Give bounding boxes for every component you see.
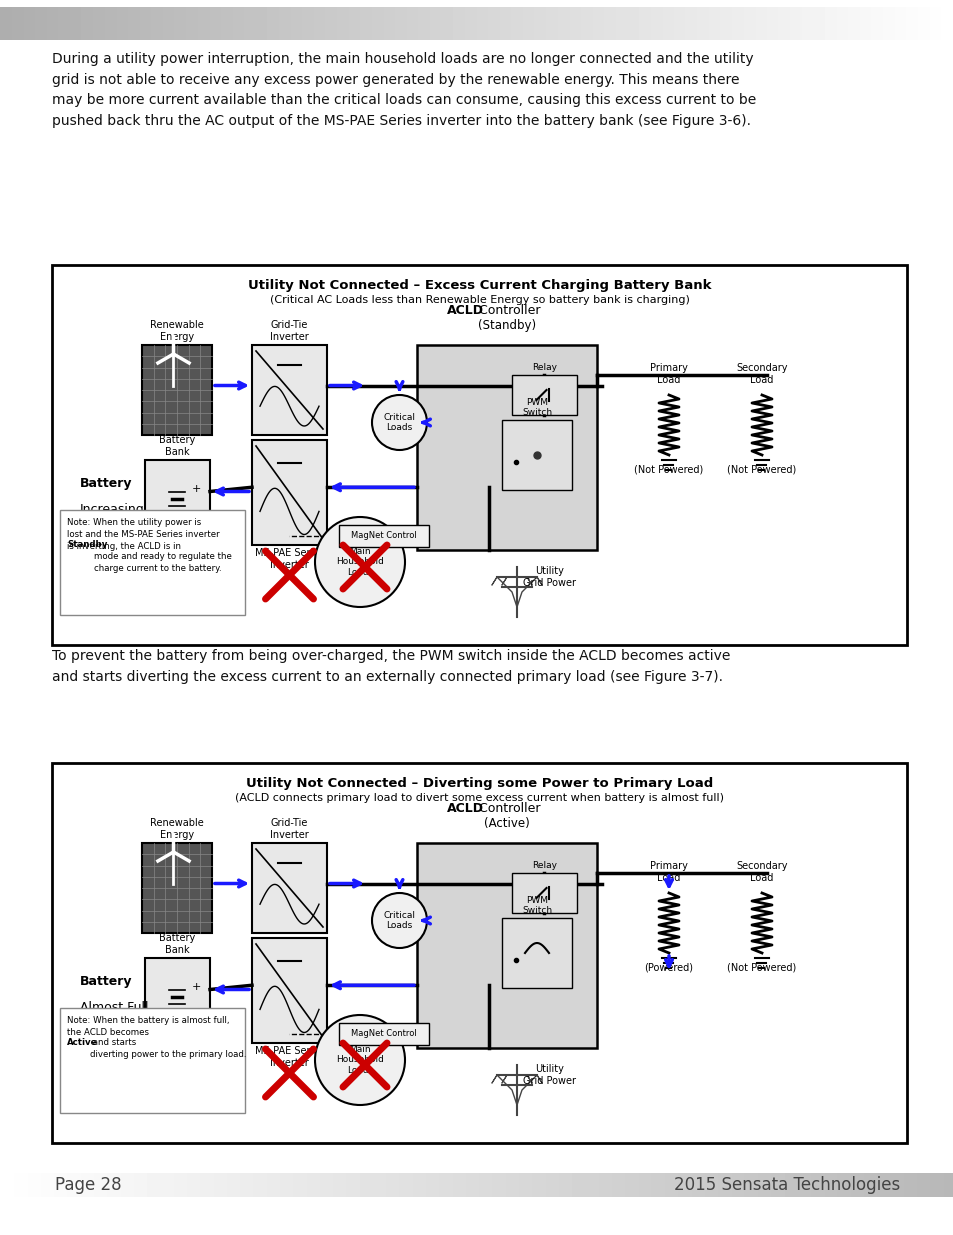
Ellipse shape [372,893,427,948]
Text: Battery
Bank: Battery Bank [159,934,195,955]
Text: During a utility power interruption, the main household loads are no longer conn: During a utility power interruption, the… [52,52,756,127]
Text: Utility Not Connected – Excess Current Charging Battery Bank: Utility Not Connected – Excess Current C… [248,279,711,291]
Text: Utility Not Connected – Diverting some Power to Primary Load: Utility Not Connected – Diverting some P… [246,777,713,790]
Text: (Powered): (Powered) [644,963,693,973]
Text: and starts
diverting power to the primary load.: and starts diverting power to the primar… [90,1037,246,1058]
Bar [512,375,577,415]
Bar [338,525,429,547]
Text: Critical
Loads: Critical Loads [383,412,416,432]
Text: Page 28: Page 28 [55,1176,121,1194]
Text: Grid-Tie
Inverter: Grid-Tie Inverter [270,320,309,342]
Text: Critical
Loads: Critical Loads [383,910,416,930]
Text: Primary
Load: Primary Load [649,363,687,385]
Text: (ACLD connects primary load to divert some excess current when battery is almost: (ACLD connects primary load to divert so… [234,793,723,803]
Text: MagNet Control: MagNet Control [351,531,416,541]
Bar [252,844,327,932]
Bar [60,1008,245,1113]
Text: mode and ready to regulate the
charge current to the battery.: mode and ready to regulate the charge cu… [93,540,232,573]
Bar [338,1023,429,1045]
Text: Almost Full: Almost Full [80,1002,149,1014]
Text: Controller: Controller [475,304,540,317]
Bar [142,844,212,932]
Text: PWM
Switch: PWM Switch [521,398,552,417]
Text: Active: Active [67,1037,97,1046]
Ellipse shape [314,517,405,606]
Bar [60,510,245,615]
Ellipse shape [314,1015,405,1105]
Text: Standby: Standby [67,540,108,548]
Text: Relay: Relay [532,861,557,869]
Bar [501,918,572,988]
Text: Controller: Controller [475,802,540,815]
Text: MS-PAE Series
Inverter: MS-PAE Series Inverter [254,1046,324,1067]
Text: Grid-Tie
Inverter: Grid-Tie Inverter [270,819,309,840]
Bar [142,345,212,435]
Text: 2015 Sensata Technologies: 2015 Sensata Technologies [673,1176,899,1194]
Text: ACLD: ACLD [447,802,483,815]
Text: Secondary
Load: Secondary Load [736,363,787,385]
Text: Main
Household
Loads: Main Household Loads [335,1045,383,1074]
Text: Increasing: Increasing [80,503,145,516]
Text: Secondary
Load: Secondary Load [736,861,787,883]
Text: Utility
Grid Power: Utility Grid Power [523,1065,576,1086]
Text: +: + [192,982,201,992]
Bar [145,958,210,1028]
Bar [252,345,327,435]
Bar [416,345,597,550]
Text: ACLD: ACLD [447,304,483,317]
Text: MagNet Control: MagNet Control [351,1030,416,1039]
Text: (Not Powered): (Not Powered) [726,466,796,475]
Bar [52,763,906,1144]
Text: Renewable
Energy: Renewable Energy [150,320,204,342]
Bar [52,266,906,645]
Text: Main
Household
Loads: Main Household Loads [335,547,383,577]
Text: (Not Powered): (Not Powered) [726,963,796,973]
Text: (Standby): (Standby) [477,319,536,332]
Text: +: + [192,483,201,494]
Text: Utility
Grid Power: Utility Grid Power [523,566,576,588]
Text: (Critical AC Loads less than Renewable Energy so battery bank is charging): (Critical AC Loads less than Renewable E… [270,295,689,305]
Bar [252,939,327,1044]
Text: (Active): (Active) [483,818,529,830]
Text: (Not Powered): (Not Powered) [634,466,703,475]
Text: Since current is now being pushed back thru the AC output of the MS-PAE Series i: Since current is now being pushed back t… [52,608,765,684]
Text: PWM
Switch: PWM Switch [521,895,552,915]
Text: Relay: Relay [532,363,557,372]
Ellipse shape [372,395,427,450]
Text: Note: When the battery is almost full,
the ACLD becomes: Note: When the battery is almost full, t… [67,1016,230,1037]
Text: Renewable
Energy: Renewable Energy [150,819,204,840]
Text: Primary
Load: Primary Load [649,861,687,883]
Text: Battery
Bank: Battery Bank [159,436,195,457]
Text: Battery: Battery [80,477,132,490]
Text: Battery: Battery [80,974,132,988]
Text: MS-PAE Series
Inverter: MS-PAE Series Inverter [254,548,324,569]
Bar [512,873,577,913]
Bar [145,459,210,530]
Bar [501,420,572,490]
Bar [252,440,327,545]
Bar [416,844,597,1049]
Text: Note: When the utility power is
lost and the MS-PAE Series inverter
is inverting: Note: When the utility power is lost and… [67,517,219,551]
